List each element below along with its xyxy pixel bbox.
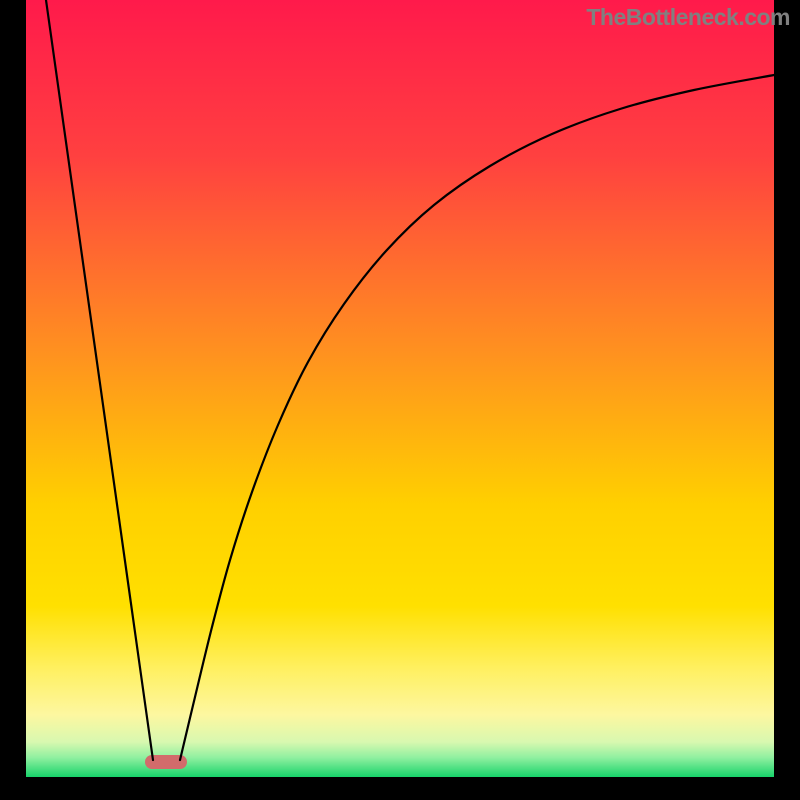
border-bottom [0,777,800,800]
border-left [0,0,26,800]
watermark-text: TheBottleneck.com [586,4,790,31]
chart-container: TheBottleneck.com [0,0,800,800]
bottleneck-curve-chart [0,0,800,800]
border-right [774,0,800,800]
